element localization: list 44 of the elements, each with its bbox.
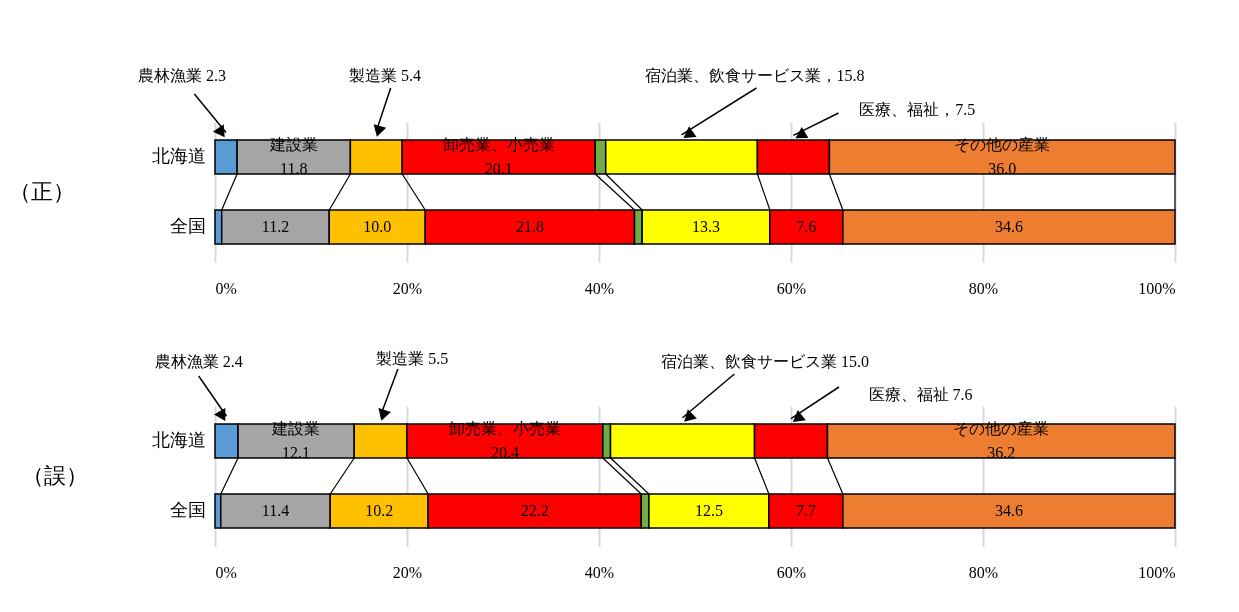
- text: （正）: [8, 179, 75, 204]
- data-label: 34.6: [994, 218, 1023, 235]
- text: 製造業 5.5: [376, 350, 449, 367]
- x-tick-label: 100%: [1138, 563, 1176, 581]
- annotation: その他の産業 36.2: [953, 420, 1050, 461]
- annotation: 卸売業、小売業 20.4: [448, 420, 561, 461]
- text: 製造業 5.4: [348, 67, 421, 84]
- data-label: 11.4: [261, 502, 290, 519]
- annotation: その他の産業 36.0: [954, 136, 1051, 177]
- x-tick-label: 100%: [1138, 279, 1176, 297]
- x-tick-label: 40%: [584, 279, 615, 297]
- x-tick-label: 60%: [776, 563, 807, 581]
- y-tick-label: 全国: [169, 216, 206, 236]
- text: （誤）: [22, 463, 88, 488]
- x-tick-label: 0%: [215, 563, 237, 581]
- text: 医療、福祉，7.5: [859, 101, 976, 118]
- x-tick-label: 0%: [215, 279, 237, 297]
- data-label: 21.8: [515, 218, 544, 235]
- annotation: 建設業 12.1: [271, 420, 321, 461]
- text: 宿泊業、飲食サービス業，15.8: [644, 67, 865, 84]
- annotation: 建設業 11.8: [268, 136, 318, 177]
- y-tick-label: 全国: [169, 500, 206, 520]
- data-label: 7.7: [795, 502, 816, 519]
- text: 医療、福祉 7.6: [868, 386, 973, 403]
- text: 農林漁業 2.4: [154, 353, 243, 370]
- x-tick-label: 20%: [392, 563, 423, 581]
- data-label: 10.0: [363, 218, 392, 235]
- x-tick-label: 80%: [968, 563, 999, 581]
- data-label: 7.6: [796, 218, 817, 235]
- text: 宿泊業、飲食サービス業 15.0: [661, 353, 870, 370]
- data-label: 11.2: [261, 218, 290, 235]
- x-tick-label: 80%: [968, 279, 999, 297]
- annotation: 卸売業、小売業 20.1: [442, 136, 555, 177]
- data-label: 13.3: [692, 218, 721, 235]
- data-label: 22.2: [520, 502, 549, 519]
- data-label: 34.6: [994, 502, 1023, 519]
- x-tick-label: 60%: [776, 279, 807, 297]
- x-tick-label: 40%: [584, 563, 615, 581]
- y-tick-label: 北海道: [151, 430, 206, 450]
- y-tick-label: 北海道: [151, 146, 206, 166]
- data-label: 10.2: [365, 502, 394, 519]
- data-label: 12.5: [694, 502, 723, 519]
- x-tick-label: 20%: [392, 279, 423, 297]
- text: 農林漁業 2.3: [137, 67, 226, 84]
